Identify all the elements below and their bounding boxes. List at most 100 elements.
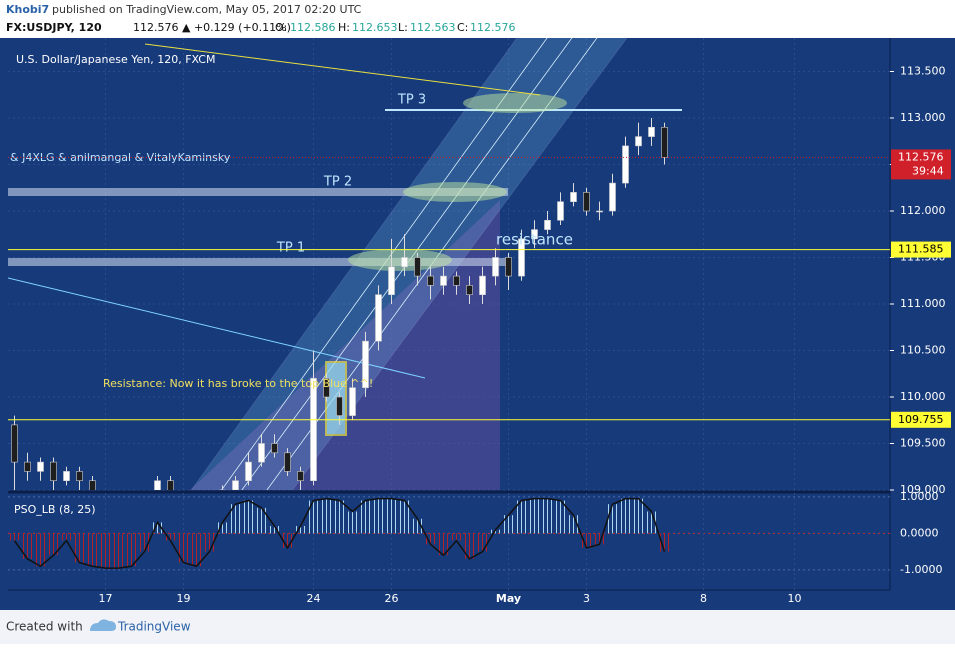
- o-label: O:: [275, 21, 287, 34]
- candle-body: [570, 192, 577, 202]
- y-tick-label: 110.500: [900, 343, 946, 356]
- trend-line: [144, 43, 541, 96]
- candle-body: [297, 471, 304, 481]
- candle-body: [349, 387, 356, 416]
- candle-body: [310, 378, 317, 481]
- x-tick-label: 26: [385, 592, 399, 605]
- annotation: & J4XLG & anilmangal & VitalyKaminsky: [10, 151, 231, 164]
- candle-body: [388, 266, 395, 295]
- price-label: 112.576: [898, 150, 944, 163]
- candle-body: [284, 452, 291, 472]
- price-label: 111.585: [898, 243, 944, 256]
- candle-body: [661, 126, 668, 158]
- footer-brand[interactable]: TradingView: [117, 620, 191, 634]
- candle-body: [518, 238, 525, 277]
- candle-body: [648, 126, 655, 137]
- header-change: ▲ +0.129 (+0.11%): [182, 21, 291, 34]
- candle-body: [466, 285, 473, 295]
- candle-body: [531, 229, 538, 240]
- header-price: 112.576: [133, 21, 179, 34]
- published: published on TradingView.com, May 05, 20…: [52, 3, 362, 16]
- candle-body: [271, 443, 278, 454]
- candle-body: [89, 480, 96, 490]
- candle-body: [167, 480, 174, 490]
- candle-body: [401, 257, 408, 268]
- author[interactable]: Khobi7: [6, 3, 49, 16]
- y-tick-label: 112.000: [900, 204, 946, 217]
- candle-body: [336, 396, 343, 416]
- countdown: 39:44: [912, 164, 944, 177]
- tp3-ellipse: [463, 93, 567, 113]
- y-tick-label: 110.000: [900, 390, 946, 403]
- y-tick-label: 0.0000: [900, 526, 939, 539]
- tp2-zone: [8, 188, 508, 196]
- l-label: L:: [398, 21, 408, 34]
- candle-body: [427, 275, 434, 286]
- candle-body: [232, 480, 239, 490]
- y-tick-label: 111.000: [900, 297, 946, 310]
- candle-body: [414, 257, 421, 277]
- c-value: 112.576: [470, 21, 516, 34]
- candle-body: [63, 471, 70, 481]
- candle-body: [622, 145, 629, 184]
- y-tick-label: 1.0000: [900, 490, 939, 503]
- candle-body: [583, 192, 590, 212]
- candle-body: [37, 461, 44, 472]
- indicator-name: PSO_LB (8, 25): [14, 503, 96, 516]
- y-tick-label: 109.500: [900, 436, 946, 449]
- candle-body: [453, 275, 460, 286]
- annotation: Resistance: Now it has broke to the top …: [103, 377, 373, 390]
- x-tick-label: 17: [99, 592, 113, 605]
- annotation: TP 1: [276, 241, 305, 256]
- l-value: 112.563: [410, 21, 456, 34]
- candle-body: [24, 461, 31, 472]
- y-tick-label: -1.0000: [900, 563, 942, 576]
- x-tick-label: 10: [788, 592, 802, 605]
- o-value: 112.586: [290, 21, 336, 34]
- candle-body: [11, 424, 18, 463]
- price-label-bg: [891, 241, 951, 258]
- candle-body: [635, 136, 642, 147]
- footer-bg: [0, 610, 955, 644]
- candle-body: [154, 480, 161, 490]
- x-tick-label: 3: [583, 592, 590, 605]
- y-tick-label: 113.000: [900, 111, 946, 124]
- c-label: C:: [457, 21, 468, 34]
- x-tick-label: 19: [177, 592, 191, 605]
- candle-body: [50, 461, 57, 481]
- drawings: [8, 38, 682, 490]
- y-tick-label: 109.000: [900, 483, 946, 496]
- trend-line: [8, 277, 426, 379]
- candle-body: [492, 257, 499, 277]
- shaded-area: [190, 200, 500, 490]
- x-tick-label: 24: [307, 592, 321, 605]
- annotation: resistance: [496, 231, 573, 249]
- y-tick-label: 113.500: [900, 64, 946, 77]
- annotation: TP 3: [397, 93, 426, 108]
- annotation: TP 2: [323, 175, 352, 190]
- tp2-ellipse: [403, 182, 507, 202]
- price-label-bg: [891, 149, 951, 180]
- candle-body: [375, 294, 382, 342]
- tp1-ellipse: [348, 249, 452, 271]
- h-label: H:: [338, 21, 350, 34]
- candle-body: [479, 275, 486, 295]
- chart-title: U.S. Dollar/Japanese Yen, 120, FXCM: [16, 53, 215, 66]
- logo: [90, 619, 116, 631]
- candle-body: [609, 182, 616, 212]
- candle-body: [544, 219, 551, 230]
- candle-body: [323, 378, 330, 398]
- symbol: FX:USDJPY, 120: [6, 21, 102, 34]
- price-label-bg: [891, 411, 951, 428]
- candle-body: [596, 210, 603, 213]
- candle-body: [505, 257, 512, 277]
- price-label: 109.755: [898, 413, 944, 426]
- footer-text: Created with: [6, 620, 83, 634]
- candle-body: [245, 461, 252, 481]
- candle-body: [557, 201, 564, 221]
- candle-body: [76, 471, 83, 481]
- h-value: 112.653: [352, 21, 398, 34]
- candle-body: [440, 275, 447, 286]
